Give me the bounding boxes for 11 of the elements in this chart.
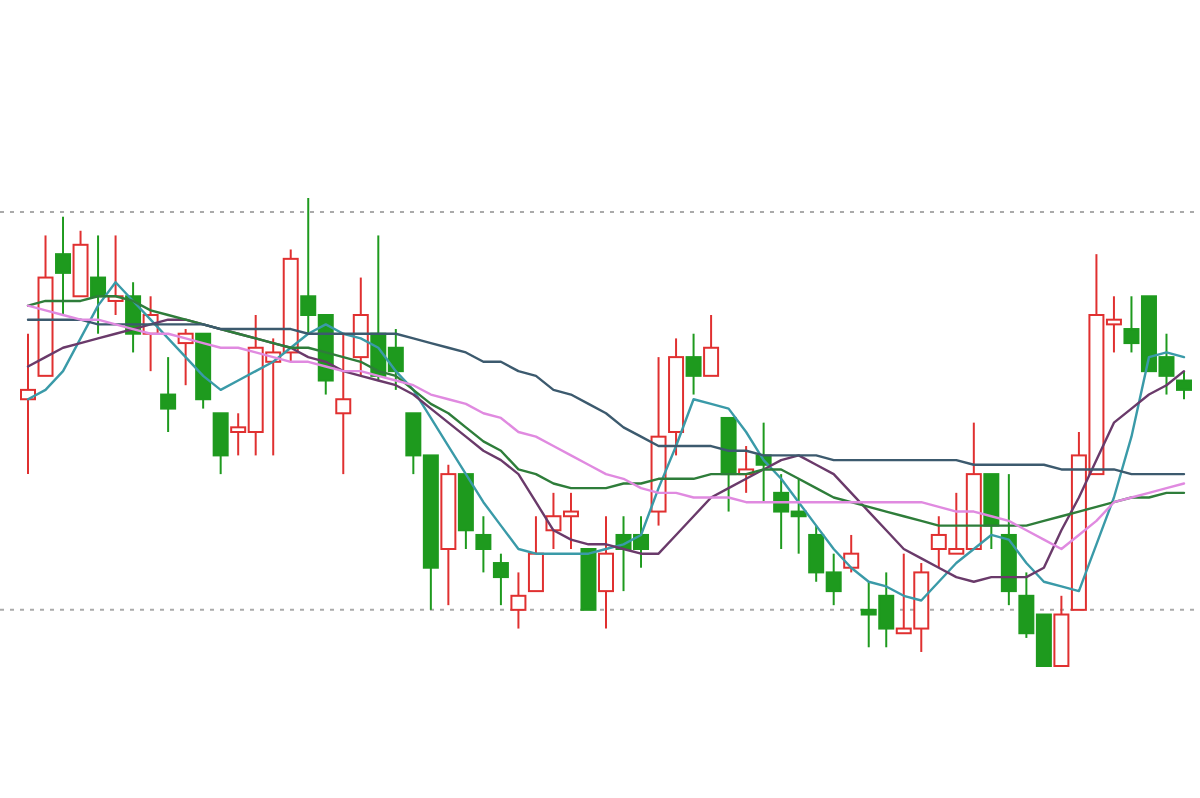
candlestick [55, 215, 72, 316]
candlestick [685, 332, 702, 396]
candlestick [90, 234, 107, 335]
candlestick [1000, 473, 1017, 607]
candlestick [668, 337, 685, 457]
candlestick [160, 356, 177, 433]
candlestick [475, 515, 492, 574]
candlestick [352, 276, 369, 377]
candlestick [510, 571, 527, 630]
candlestick [598, 515, 614, 630]
candlestick [335, 332, 352, 476]
